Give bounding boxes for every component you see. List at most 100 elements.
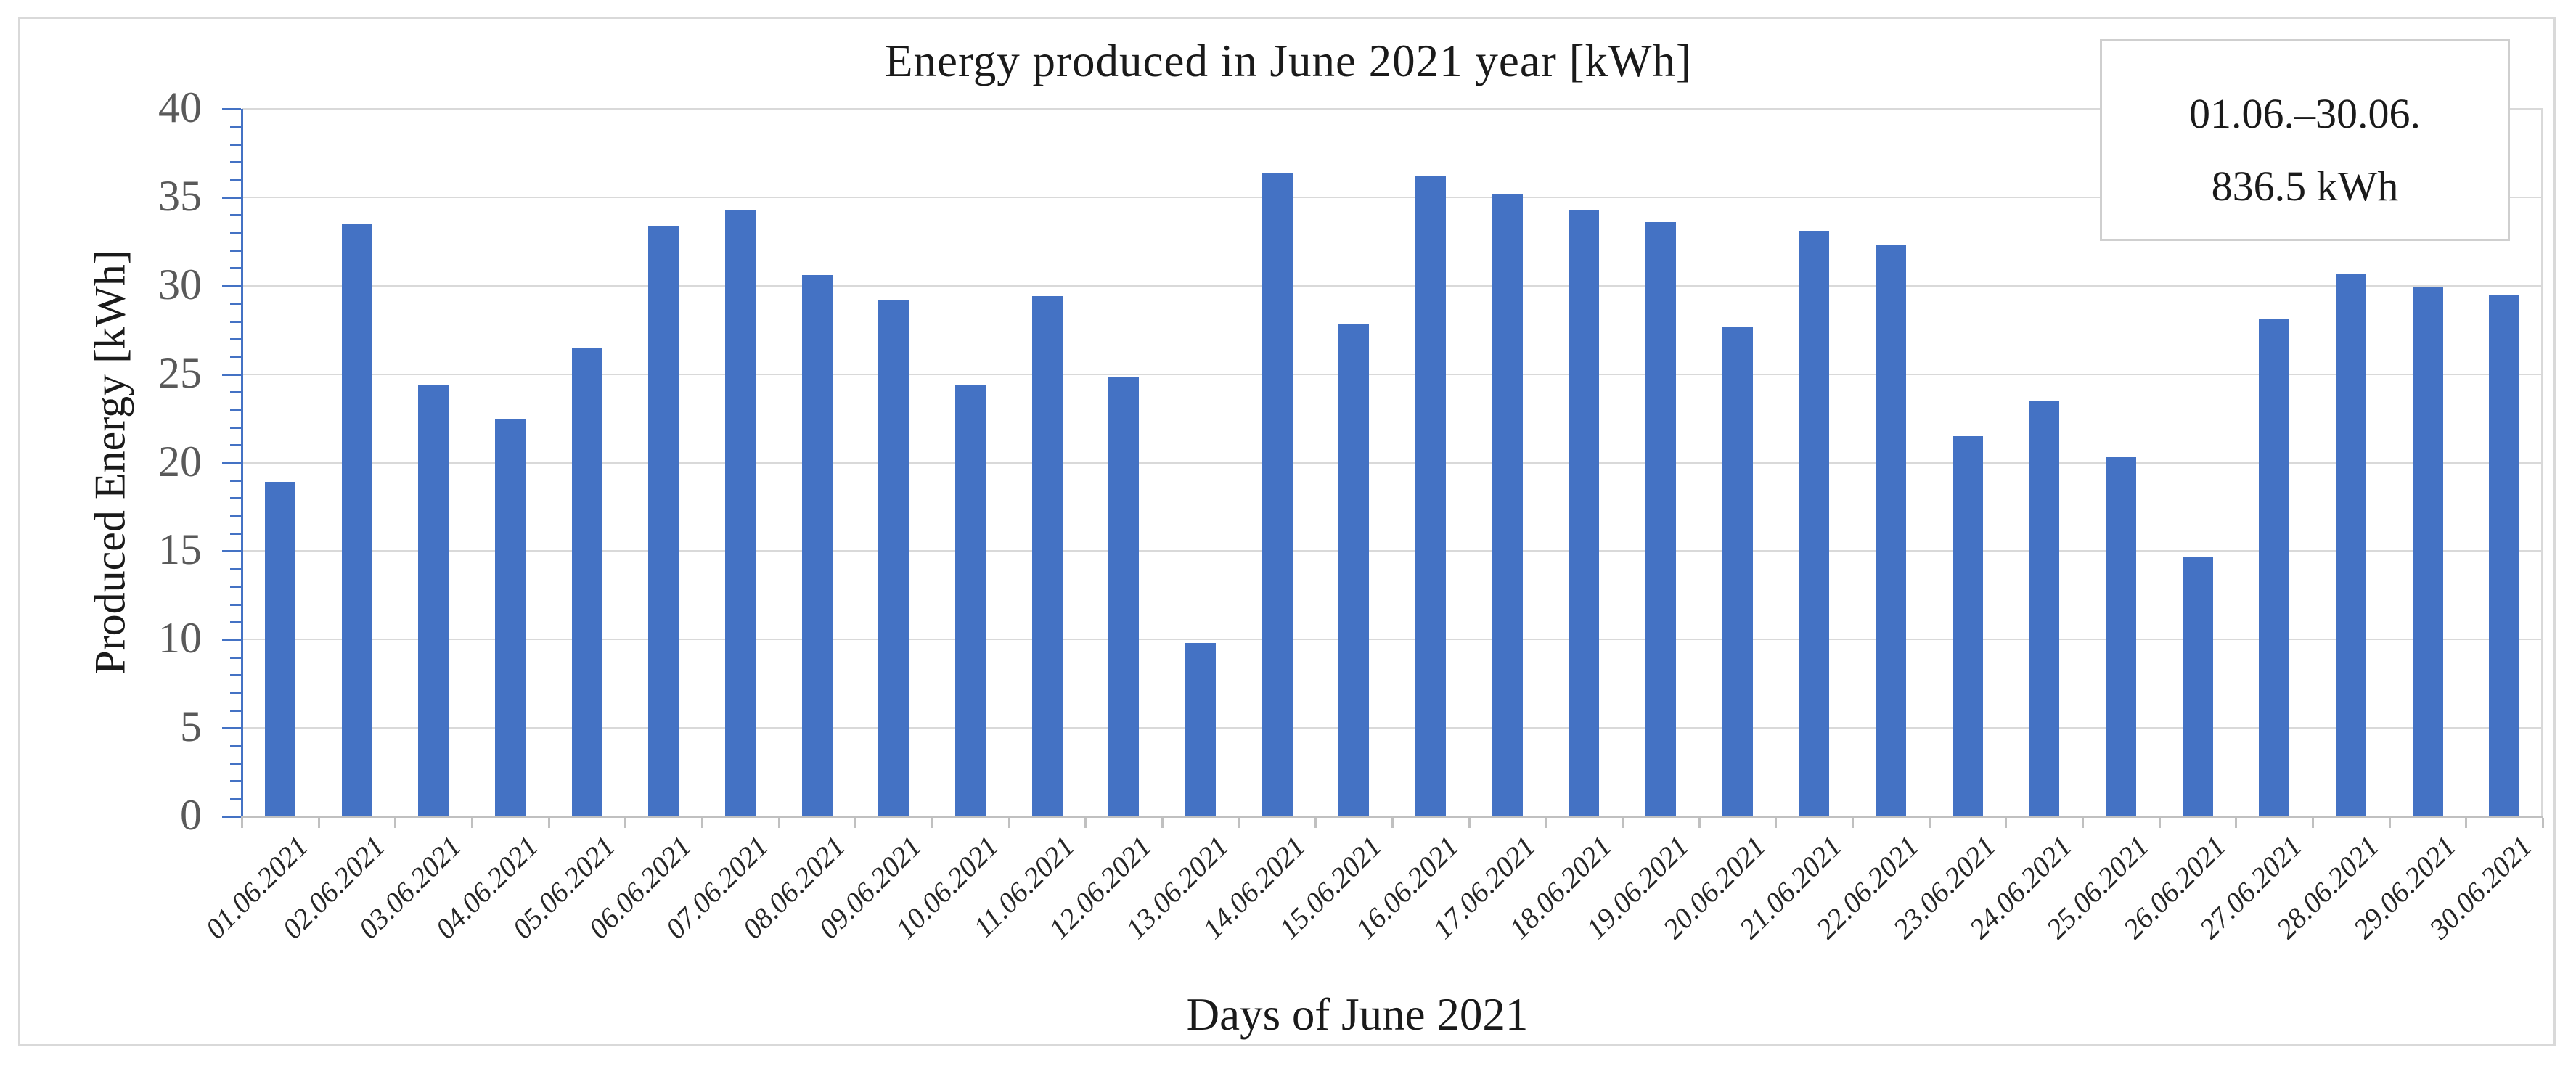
bar xyxy=(1569,210,1599,816)
x-tick xyxy=(701,818,703,828)
x-tick xyxy=(778,818,780,828)
y-major-tick xyxy=(222,284,241,287)
y-major-tick xyxy=(222,727,241,730)
bar xyxy=(1799,231,1829,816)
plot-right-border xyxy=(2541,109,2543,816)
x-tick xyxy=(2389,818,2391,828)
y-tick-label: 5 xyxy=(180,702,202,751)
gridline xyxy=(242,284,2543,287)
bar xyxy=(342,224,372,816)
y-minor-tick xyxy=(230,143,241,146)
bar xyxy=(1953,436,1983,816)
y-minor-tick xyxy=(230,674,241,676)
y-minor-tick xyxy=(230,267,241,270)
gridline xyxy=(242,196,2543,198)
bar xyxy=(495,419,526,816)
summary-box: 01.06.–30.06. 836.5 kWh xyxy=(2100,39,2510,241)
x-tick xyxy=(1775,818,1777,828)
bar xyxy=(1338,324,1369,816)
y-major-tick xyxy=(222,639,241,641)
y-major-tick xyxy=(222,108,241,110)
bar xyxy=(878,300,909,816)
x-tick xyxy=(1391,818,1394,828)
y-minor-tick xyxy=(230,780,241,783)
bar xyxy=(1645,222,1676,816)
bar xyxy=(2259,319,2289,816)
y-major-tick xyxy=(222,816,241,818)
y-major-tick xyxy=(222,550,241,553)
x-tick xyxy=(1698,818,1701,828)
bar xyxy=(2106,457,2136,816)
chart-title: Energy produced in June 2021 year [kWh] xyxy=(885,36,1692,86)
bar xyxy=(2489,295,2519,816)
bar xyxy=(802,275,833,816)
x-tick xyxy=(624,818,626,828)
bar xyxy=(648,226,679,816)
x-tick xyxy=(1161,818,1164,828)
y-minor-tick xyxy=(230,798,241,800)
y-minor-tick xyxy=(230,567,241,570)
x-tick xyxy=(854,818,856,828)
bar xyxy=(265,482,295,816)
x-axis-line xyxy=(241,816,2543,818)
y-minor-tick xyxy=(230,250,241,252)
y-minor-tick xyxy=(230,356,241,358)
x-tick xyxy=(1929,818,1931,828)
y-minor-tick xyxy=(230,161,241,164)
x-tick xyxy=(1468,818,1471,828)
bar xyxy=(955,385,986,816)
y-major-tick xyxy=(222,196,241,199)
bar xyxy=(1185,643,1216,816)
bar xyxy=(572,348,602,816)
x-tick xyxy=(394,818,396,828)
bar xyxy=(2183,557,2213,816)
y-tick-label: 15 xyxy=(158,525,202,574)
y-minor-tick xyxy=(230,479,241,482)
bar xyxy=(2413,287,2443,816)
x-tick xyxy=(2082,818,2084,828)
y-minor-tick xyxy=(230,231,241,234)
bar xyxy=(1262,173,1293,816)
y-minor-tick xyxy=(230,409,241,411)
y-minor-tick xyxy=(230,533,241,535)
x-tick xyxy=(1314,818,1317,828)
y-minor-tick xyxy=(230,179,241,181)
y-minor-tick xyxy=(230,586,241,589)
bar xyxy=(1722,327,1753,816)
bar xyxy=(1415,176,1446,816)
bar xyxy=(1876,245,1906,816)
y-tick-label: 35 xyxy=(158,171,202,220)
x-tick xyxy=(1852,818,1854,828)
x-tick xyxy=(2465,818,2467,828)
y-tick-label: 40 xyxy=(158,83,202,131)
y-minor-tick xyxy=(230,745,241,747)
gridline xyxy=(242,550,2543,552)
summary-total-energy: 836.5 kWh xyxy=(2211,163,2399,210)
gridline xyxy=(242,639,2543,641)
y-tick-label: 0 xyxy=(180,791,202,839)
y-minor-tick xyxy=(230,709,241,712)
x-tick xyxy=(2542,818,2544,828)
y-minor-tick xyxy=(230,762,241,765)
gridline xyxy=(242,462,2543,464)
x-tick xyxy=(548,818,550,828)
x-tick xyxy=(1622,818,1624,828)
x-tick xyxy=(1084,818,1087,828)
gridline xyxy=(242,727,2543,729)
y-minor-tick xyxy=(230,320,241,323)
y-minor-tick xyxy=(230,391,241,393)
gridline xyxy=(242,108,2543,110)
y-minor-tick xyxy=(230,656,241,659)
bar xyxy=(1032,296,1063,816)
y-tick-label: 20 xyxy=(158,437,202,485)
x-tick xyxy=(471,818,473,828)
y-tick-label: 10 xyxy=(158,614,202,663)
x-tick xyxy=(1545,818,1547,828)
y-minor-tick xyxy=(230,620,241,623)
bar xyxy=(1108,377,1139,816)
y-minor-tick xyxy=(230,214,241,217)
x-tick xyxy=(2235,818,2237,828)
y-major-tick xyxy=(222,373,241,376)
y-minor-tick xyxy=(230,514,241,517)
bar xyxy=(725,210,756,816)
